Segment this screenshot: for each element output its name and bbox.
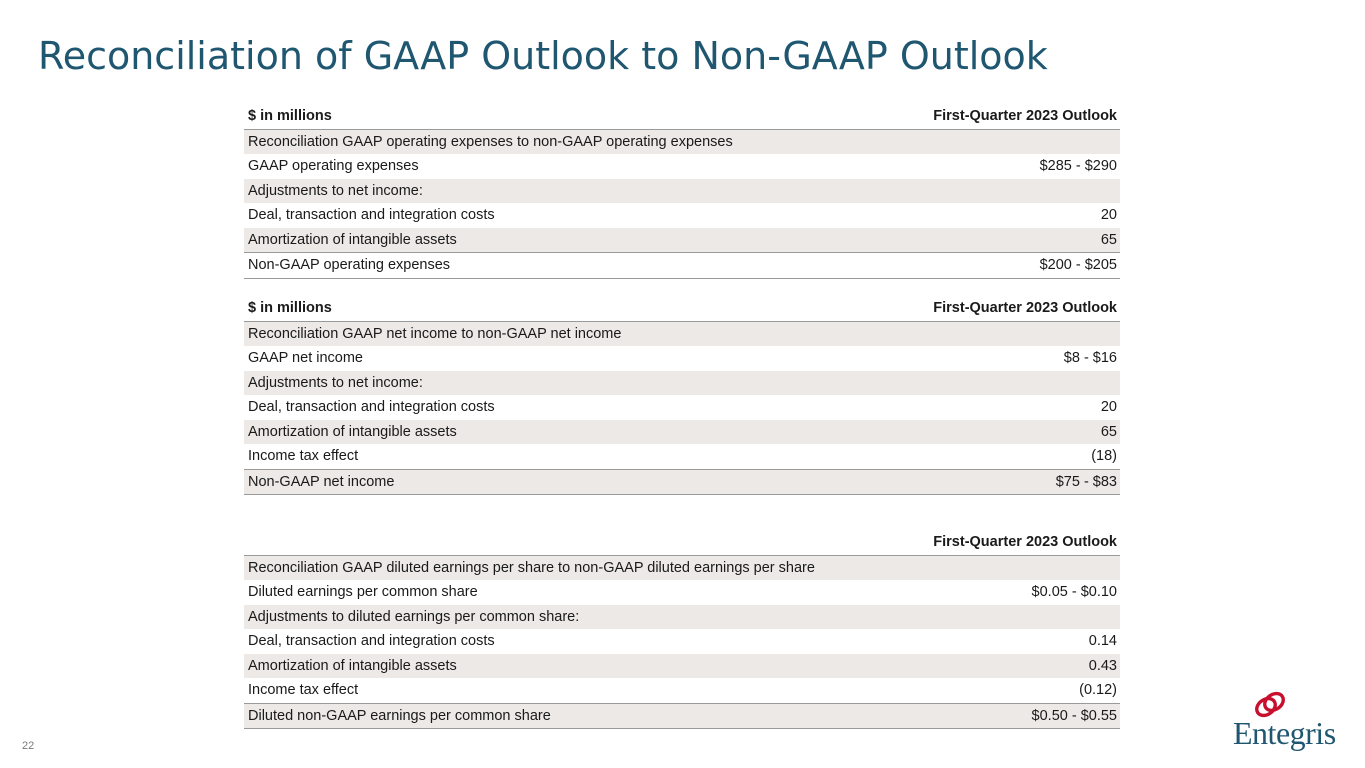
- row-value: $0.05 - $0.10: [1031, 584, 1117, 601]
- table-row: Amortization of intangible assets 65: [244, 227, 1120, 253]
- table-row: Amortization of intangible assets 65: [244, 419, 1120, 444]
- table-row: Deal, transaction and integration costs …: [244, 629, 1120, 654]
- units-header: $ in millions: [244, 296, 828, 322]
- row-value: [875, 178, 1120, 203]
- units-header: $ in millions: [244, 104, 876, 130]
- row-label: Amortization of intangible assets: [244, 227, 876, 253]
- entegris-logo-wordmark: Entegris: [1233, 715, 1336, 751]
- row-label: GAAP net income: [248, 350, 363, 367]
- row-value: $75 - $83: [827, 468, 1120, 495]
- units-header: [244, 530, 902, 556]
- row-value: 0.43: [901, 653, 1120, 678]
- row-value: [827, 370, 1120, 395]
- row-label: Amortization of intangible assets: [244, 653, 902, 678]
- row-label: Non-GAAP net income: [244, 468, 828, 495]
- table-header-row: $ in millions First-Quarter 2023 Outlook: [244, 104, 1120, 130]
- table-row: Diluted earnings per common share $0.05 …: [244, 580, 1120, 605]
- table-row: Adjustments to net income:: [244, 178, 1120, 203]
- row-label: Income tax effect: [248, 448, 359, 465]
- total-row: Diluted non-GAAP earnings per common sha…: [244, 702, 1120, 729]
- row-label: Amortization of intangible assets: [244, 419, 828, 444]
- opex-reconciliation-table: $ in millions First-Quarter 2023 Outlook…: [244, 104, 1120, 279]
- entegris-logo-mark-icon: [1255, 691, 1285, 718]
- table-row: Income tax effect (0.12): [244, 678, 1120, 703]
- row-label: Deal, transaction and integration costs: [248, 399, 495, 416]
- row-value: 20: [1100, 207, 1117, 224]
- row-value: (18): [1091, 448, 1117, 465]
- row-value: 20: [1100, 399, 1117, 416]
- row-value: [901, 604, 1120, 629]
- row-label: Income tax effect: [248, 682, 359, 699]
- row-value: $285 - $290: [1039, 158, 1117, 175]
- table-row: Amortization of intangible assets 0.43: [244, 653, 1120, 678]
- row-value: 65: [875, 227, 1120, 253]
- table-row: GAAP net income $8 - $16: [244, 346, 1120, 371]
- row-label: GAAP operating expenses: [248, 158, 419, 175]
- page-title: Reconciliation of GAAP Outlook to Non-GA…: [38, 34, 1048, 78]
- row-label: Adjustments to net income:: [244, 370, 828, 395]
- table-row: Adjustments to diluted earnings per comm…: [244, 604, 1120, 629]
- row-value: [875, 129, 1120, 154]
- page-number: 22: [22, 740, 35, 752]
- table-row: Adjustments to net income:: [244, 370, 1120, 395]
- row-label: Diluted earnings per common share: [248, 584, 478, 601]
- outlook-column-header: First-Quarter 2023 Outlook: [901, 530, 1120, 556]
- total-row: Non-GAAP operating expenses $200 - $205: [244, 252, 1120, 279]
- row-value: 65: [827, 419, 1120, 444]
- row-value: $0.50 - $0.55: [901, 702, 1120, 729]
- row-label: Diluted non-GAAP earnings per common sha…: [244, 702, 902, 729]
- row-value: 0.14: [1088, 633, 1117, 650]
- row-value: [827, 321, 1120, 346]
- outlook-column-header: First-Quarter 2023 Outlook: [827, 296, 1120, 322]
- row-label: Adjustments to net income:: [244, 178, 876, 203]
- row-label: Non-GAAP operating expenses: [244, 252, 876, 279]
- table-row: Reconciliation GAAP diluted earnings per…: [244, 555, 1120, 580]
- row-value: (0.12): [1079, 682, 1117, 699]
- table-row: Income tax effect (18): [244, 444, 1120, 469]
- table-row: Reconciliation GAAP operating expenses t…: [244, 129, 1120, 154]
- row-label: Reconciliation GAAP operating expenses t…: [244, 129, 876, 154]
- table-row: Deal, transaction and integration costs …: [244, 395, 1120, 420]
- table-header-row: $ in millions First-Quarter 2023 Outlook: [244, 296, 1120, 322]
- row-label: Deal, transaction and integration costs: [248, 633, 495, 650]
- net-income-reconciliation-table: $ in millions First-Quarter 2023 Outlook…: [244, 296, 1120, 495]
- table-header-row: First-Quarter 2023 Outlook: [244, 530, 1120, 556]
- total-row: Non-GAAP net income $75 - $83: [244, 468, 1120, 495]
- row-value: $200 - $205: [875, 252, 1120, 279]
- table-row: GAAP operating expenses $285 - $290: [244, 154, 1120, 179]
- outlook-column-header: First-Quarter 2023 Outlook: [875, 104, 1120, 130]
- eps-reconciliation-table: First-Quarter 2023 Outlook Reconciliatio…: [244, 530, 1120, 729]
- row-label: Deal, transaction and integration costs: [248, 207, 495, 224]
- row-value: $8 - $16: [1063, 350, 1117, 367]
- table-row: Reconciliation GAAP net income to non-GA…: [244, 321, 1120, 346]
- row-label: Reconciliation GAAP diluted earnings per…: [244, 555, 902, 580]
- row-label: Reconciliation GAAP net income to non-GA…: [244, 321, 828, 346]
- table-row: Deal, transaction and integration costs …: [244, 203, 1120, 228]
- row-value: [901, 555, 1120, 580]
- row-label: Adjustments to diluted earnings per comm…: [244, 604, 902, 629]
